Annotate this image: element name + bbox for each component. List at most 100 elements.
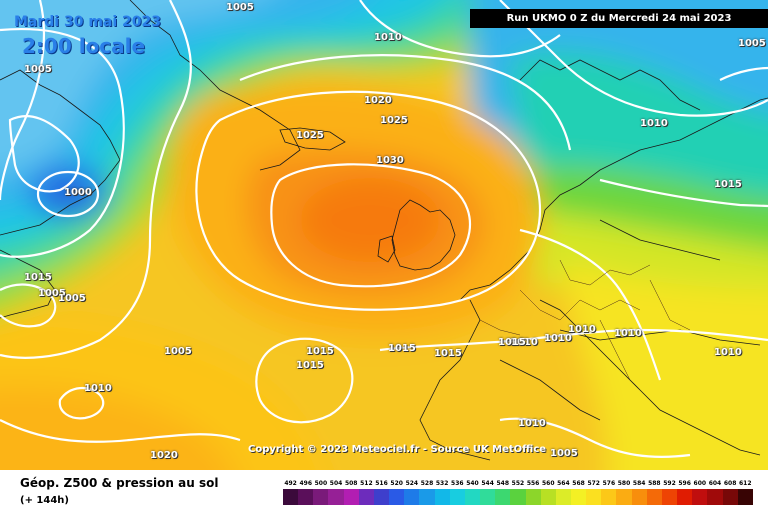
scale-tick-label: 584 — [632, 480, 646, 487]
scale-tick-label: 600 — [693, 480, 707, 487]
scale-swatch — [328, 489, 344, 505]
scale-tick-label: 536 — [451, 480, 464, 487]
scale-tick-label: 496 — [299, 480, 312, 487]
scale-swatch — [283, 489, 299, 505]
scale-tick-label: 548 — [496, 480, 510, 487]
scale-swatch — [737, 489, 753, 505]
isobar-label: 1010 — [714, 347, 742, 358]
color-scale-labels: 492 496 500 504 508 512 516 520 524 528 532 536 540 5… — [283, 480, 753, 487]
isobar-label: 1015 — [714, 179, 742, 190]
forecast-date: Mardi 30 mai 2023 — [14, 14, 162, 30]
scale-swatch — [358, 489, 374, 505]
scale-swatch — [707, 489, 723, 505]
scale-swatch — [570, 489, 587, 505]
scale-tick-label: 516 — [375, 480, 388, 487]
isobar-label: 1010 — [568, 324, 596, 335]
scale-swatch — [389, 489, 405, 505]
map-canvas — [0, 0, 768, 470]
isobar-label: 1015 — [306, 346, 334, 357]
scale-tick-label: 540 — [466, 480, 479, 487]
scale-tick-label: 532 — [435, 480, 449, 487]
scale-tick-label: 512 — [360, 480, 373, 487]
scale-tick-label: 596 — [678, 480, 691, 487]
scale-tick-label: 524 — [405, 480, 419, 487]
scale-swatch — [661, 489, 678, 505]
scale-swatch — [601, 489, 617, 505]
isobar-label: 1010 — [84, 383, 112, 394]
legend-footer: Géop. Z500 & pression au sol (+ 144h) 49… — [0, 470, 768, 512]
isobar-label: 1025 — [380, 115, 408, 126]
isobar-label: 1005 — [226, 2, 254, 13]
scale-tick-label: 520 — [390, 480, 403, 487]
scale-swatch — [540, 489, 556, 505]
isobar-label: 1005 — [738, 38, 766, 49]
isobar-label: 1020 — [364, 95, 392, 106]
scale-tick-label: 608 — [723, 480, 737, 487]
isobar-label: 1030 — [376, 155, 404, 166]
scale-tick-label: 588 — [648, 480, 661, 487]
scale-tick-label: 504 — [329, 480, 343, 487]
color-scale-bar — [283, 489, 753, 505]
isobar-label: 1010 — [510, 337, 538, 348]
scale-tick-label: 592 — [663, 480, 676, 487]
isobar-label: 1015 — [388, 343, 416, 354]
scale-tick-label: 612 — [739, 480, 752, 487]
scale-swatch — [298, 489, 314, 505]
scale-swatch — [495, 489, 511, 505]
isobar-label: 1010 — [640, 118, 668, 129]
geopotential-field — [0, 0, 768, 470]
scale-swatch — [419, 489, 435, 505]
scale-tick-label: 544 — [481, 480, 494, 487]
scale-swatch — [510, 489, 526, 505]
forecast-time: 2:00 locale — [22, 34, 146, 58]
scale-tick-label: 500 — [314, 480, 328, 487]
scale-tick-label: 492 — [284, 480, 297, 487]
scale-tick-label: 572 — [587, 480, 600, 487]
scale-tick-label: 580 — [617, 480, 631, 487]
scale-swatch — [646, 489, 662, 505]
scale-swatch — [692, 489, 708, 505]
scale-tick-label: 508 — [344, 480, 358, 487]
scale-tick-label: 528 — [420, 480, 434, 487]
scale-tick-label: 560 — [541, 480, 555, 487]
isobar-label: 1005 — [164, 346, 192, 357]
model-run-label: Run UKMO 0 Z du Mercredi 24 mai 2023 — [470, 9, 768, 28]
scale-swatch — [586, 489, 602, 505]
isobar-label: 1020 — [150, 450, 178, 461]
scale-tick-label: 576 — [602, 480, 616, 487]
isobar-label: 1010 — [544, 333, 572, 344]
scale-swatch — [631, 489, 647, 505]
legend-title: Géop. Z500 & pression au sol — [20, 476, 219, 490]
isobar-label: 1025 — [296, 130, 324, 141]
isobar-label: 1000 — [64, 187, 92, 198]
scale-swatch — [373, 489, 390, 505]
isobar-label: 1015 — [498, 337, 526, 348]
scale-tick-label: 552 — [511, 480, 525, 487]
isobar-label: 1010 — [614, 328, 642, 339]
scale-swatch — [464, 489, 481, 505]
country-borders — [479, 259, 691, 381]
scale-swatch — [480, 489, 496, 505]
legend-subtitle: (+ 144h) — [20, 495, 69, 506]
isobar-label: 1010 — [374, 32, 402, 43]
scale-tick-label: 604 — [708, 480, 722, 487]
scale-swatch — [555, 489, 571, 505]
isobar-label: 1015 — [434, 348, 462, 359]
coastlines — [0, 0, 768, 461]
scale-swatch — [404, 489, 420, 505]
scale-swatch — [343, 489, 359, 505]
scale-tick-label: 568 — [572, 480, 585, 487]
copyright-notice: Copyright © 2023 Meteociel.fr - Source U… — [248, 444, 547, 455]
isobar-label: 1005 — [58, 293, 86, 304]
isobar-label: 1010 — [518, 418, 546, 429]
scale-swatch — [722, 489, 738, 505]
scale-swatch — [525, 489, 541, 505]
isobars — [0, 0, 768, 457]
scale-tick-label: 556 — [526, 480, 540, 487]
isobar-label: 1015 — [24, 272, 52, 283]
scale-swatch — [313, 489, 329, 505]
weather-map: Mardi 30 mai 2023 2:00 locale Run UKMO 0… — [0, 0, 768, 470]
scale-swatch — [677, 489, 693, 505]
isobar-label: 1005 — [38, 288, 66, 299]
